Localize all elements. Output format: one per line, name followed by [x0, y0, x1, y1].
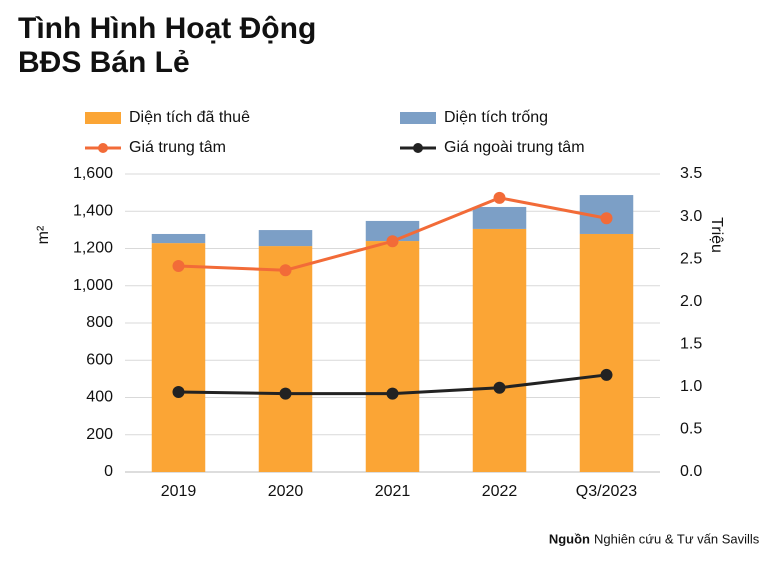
legend-swatch: [85, 112, 121, 124]
point: [493, 381, 506, 394]
y2-tick-label: 1.5: [680, 336, 702, 353]
point: [600, 368, 613, 381]
legend-swatch: [400, 112, 436, 124]
y-tick-label: 1,400: [73, 202, 113, 219]
point: [279, 387, 292, 400]
y-tick-label: 400: [86, 389, 113, 406]
y-axis-label: m²: [35, 225, 52, 244]
y2-tick-label: 3.5: [680, 165, 702, 182]
x-tick-label: Q3/2023: [576, 483, 637, 500]
y2-tick-label: 1.0: [680, 378, 702, 395]
source-label: Nguồn: [549, 531, 590, 546]
y-tick-label: 1,600: [73, 165, 113, 182]
legend-label: Diện tích đã thuê: [129, 109, 250, 126]
point: [493, 191, 506, 204]
legend-label: Giá trung tâm: [129, 139, 226, 156]
bar: [151, 233, 206, 244]
x-tick-label: 2020: [268, 483, 304, 500]
bar: [258, 246, 313, 472]
y2-tick-label: 3.0: [680, 208, 702, 225]
y-tick-label: 600: [86, 351, 113, 368]
x-tick-label: 2019: [161, 483, 197, 500]
y-tick-label: 0: [104, 463, 113, 480]
x-tick-label: 2021: [375, 483, 411, 500]
point: [172, 259, 185, 272]
bar: [472, 228, 527, 472]
bar: [579, 233, 634, 472]
point: [386, 235, 399, 248]
bar: [151, 243, 206, 472]
bar: [258, 230, 313, 247]
bar: [365, 241, 420, 472]
legend-swatch: [413, 143, 423, 153]
point: [386, 387, 399, 400]
bar: [472, 206, 527, 229]
legend-swatch: [98, 143, 108, 153]
source: Nghiên cứu & Tư vấn Savills: [594, 531, 760, 546]
y2-tick-label: 2.0: [680, 293, 702, 310]
y-tick-label: 200: [86, 426, 113, 443]
point: [279, 264, 292, 277]
chart-title: Tình Hình Hoạt Động: [18, 12, 316, 45]
chart-title: BĐS Bán Lẻ: [18, 46, 190, 79]
y-tick-label: 800: [86, 314, 113, 331]
y2-tick-label: 0.5: [680, 421, 702, 438]
x-tick-label: 2022: [482, 483, 518, 500]
legend-label: Diện tích trống: [444, 109, 548, 126]
point: [172, 385, 185, 398]
point: [600, 212, 613, 225]
y2-tick-label: 0.0: [680, 463, 702, 480]
y2-axis-label: Triệu: [708, 217, 725, 253]
y2-tick-label: 2.5: [680, 250, 702, 267]
y-tick-label: 1,000: [73, 277, 113, 294]
y-tick-label: 1,200: [73, 240, 113, 257]
legend-label: Giá ngoài trung tâm: [444, 139, 585, 156]
